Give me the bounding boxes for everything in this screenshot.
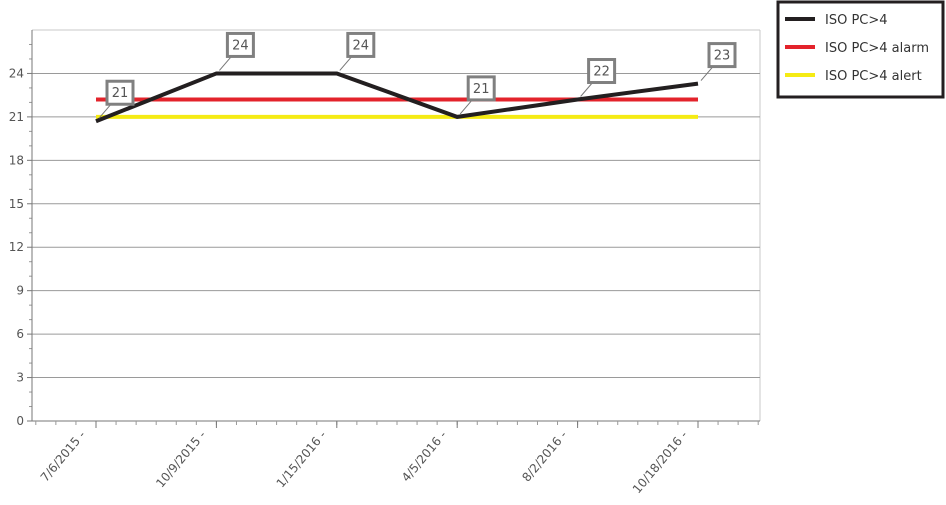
data-label-box — [587, 58, 617, 85]
x-tick-label: 1/15/2016 - — [274, 428, 330, 490]
series-line-iso-pc4 — [95, 71, 699, 124]
data-label: 24 — [232, 38, 249, 53]
data-label-leader — [98, 103, 112, 119]
data-label: 23 — [714, 49, 731, 64]
data-label-leader — [219, 56, 232, 71]
data-label: 22 — [593, 65, 610, 80]
data-label-box — [225, 31, 255, 58]
y-tick-label: 15 — [9, 197, 24, 211]
data-label: 21 — [473, 82, 490, 97]
data-label: 21 — [112, 86, 129, 101]
x-tick-label: 7/6/2015 - — [38, 428, 89, 485]
x-tick-label: 8/2/2016 - — [519, 428, 570, 485]
data-label-leader — [459, 99, 473, 115]
y-tick-label: 9 — [16, 284, 24, 298]
x-tick-label: 4/5/2016 - — [399, 428, 450, 485]
legend-label: ISO PC>4 — [825, 13, 888, 28]
y-tick-label: 6 — [16, 327, 24, 341]
y-tick-label: 3 — [16, 371, 24, 385]
data-label: 24 — [353, 38, 370, 53]
data-label-box — [105, 79, 135, 106]
data-label-leader — [580, 82, 593, 97]
legend-label: ISO PC>4 alert — [825, 69, 922, 84]
x-tick-label: 10/18/2016 - — [630, 428, 690, 496]
y-tick-label: 12 — [9, 240, 24, 254]
data-labels: 21 24 24 21 22 23 — [98, 31, 737, 119]
series — [95, 71, 699, 124]
data-label-box — [466, 75, 496, 102]
legend-label: ISO PC>4 alarm — [825, 41, 929, 56]
data-label-leader — [339, 56, 353, 71]
y-tick-label: 0 — [16, 414, 24, 428]
y-tick-label: 24 — [9, 66, 24, 80]
y-tick-label: 21 — [9, 110, 24, 124]
y-tick-label: 18 — [9, 153, 24, 167]
data-label-leader — [700, 66, 714, 81]
data-label-box — [346, 31, 376, 58]
data-label-box — [707, 42, 737, 69]
legend: ISO PC>4 ISO PC>4 alarm ISO PC>4 alert — [776, 0, 945, 99]
x-tick-label: 10/9/2015 - — [153, 428, 209, 490]
